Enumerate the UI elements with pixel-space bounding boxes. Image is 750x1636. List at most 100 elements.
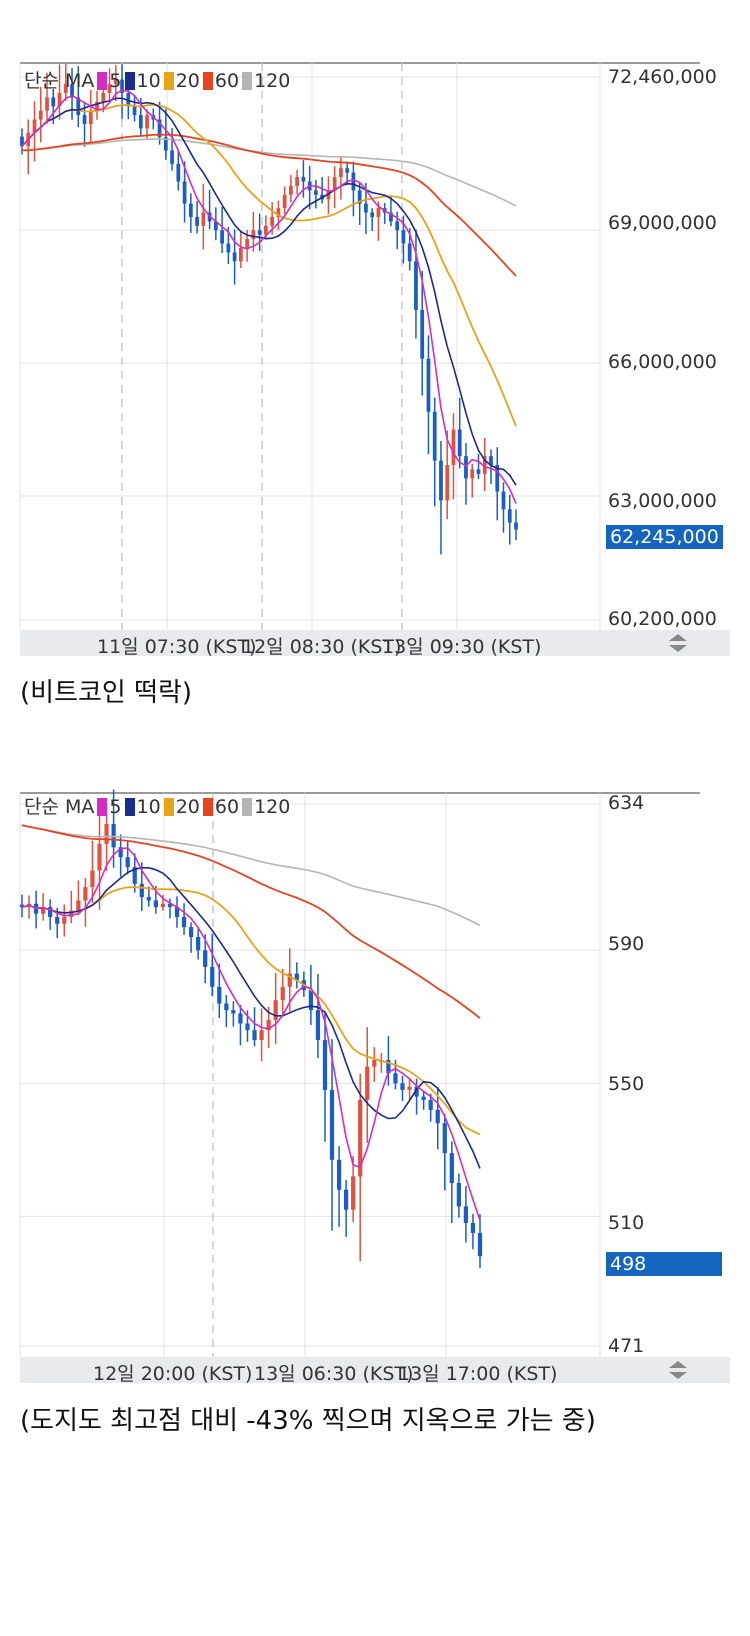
y-tick-label: 60,200,000 [608,608,717,630]
candle-body [514,522,518,530]
ma60-line [21,824,481,1019]
candle-body [132,867,137,884]
candle-body [457,429,462,457]
candle-body [364,203,368,213]
candle-body [19,904,25,908]
candle-body [289,185,293,195]
candle-body [426,358,431,412]
candle-body [295,177,300,186]
candle-body [132,106,137,116]
candle-body [174,907,180,918]
candle-body [370,212,375,217]
up-down-arrows-icon[interactable] [666,631,690,655]
x-axis-bar[interactable]: 11일 07:30 (KST) 12일 08:30 (KST) 13일 09:3… [20,630,730,658]
candle-body [376,208,381,217]
candle-body [213,221,218,231]
candle-body [167,903,173,908]
candle-body [252,1030,257,1041]
ma5-line [21,847,481,1221]
bitcoin-candlestick-chart[interactable] [0,0,750,680]
candle-body [282,194,287,209]
candle-body [38,110,43,120]
candle-body [463,1206,469,1223]
caption: (비트코인 떡락) [20,678,193,708]
candle-body [201,212,206,226]
ma5-swatch [97,72,108,90]
candle-body [322,1040,328,1090]
candle-body [345,168,350,173]
candle-body [336,1159,342,1190]
ma20-line [21,103,517,427]
candle-body [32,119,37,133]
legend-period-5: 5 [109,70,122,92]
candle-body [470,1222,476,1233]
candle-body [280,986,285,1001]
y-tick-label: 550 [608,1073,645,1095]
candle-body [125,857,130,868]
x-tick-label: 11일 07:30 (KST) [97,636,257,658]
candle-body [470,469,475,479]
ma120-swatch [242,72,253,90]
candle-body [231,1010,236,1014]
candle-body [88,110,93,124]
x-tick-label: 12일 08:30 (KST) [242,636,402,658]
candle-body [224,1003,229,1011]
ma5-line [21,89,517,504]
candle-body [395,221,400,231]
candle-body [407,1086,412,1090]
candle-body [220,230,224,244]
candle-body [69,910,74,918]
candle-body [495,464,500,492]
legend-period-10: 10 [136,70,161,92]
candle-body [238,1013,243,1024]
candle-body [386,1060,391,1074]
candle-body [257,230,262,235]
candle-body [83,887,88,901]
x-tick-label: 13일 17:00 (KST) [398,1363,558,1385]
candle-body [217,986,222,1004]
candle-body [393,1073,398,1084]
candle-body [464,456,468,479]
candle-body [51,97,56,107]
candle-body [176,163,181,182]
candle-body [157,119,162,138]
candle-body [439,460,443,501]
candle-body [41,907,46,914]
ma60-swatch [202,798,213,816]
dogecoin-candlestick-chart[interactable] [0,760,750,1460]
candle-body [389,212,393,222]
candle-body [160,903,166,908]
x-tick-label: 13일 09:30 (KST) [382,636,542,658]
y-tick-label: 72,460,000 [608,66,717,88]
candle-body [482,456,487,474]
candle-body [445,464,450,501]
up-down-arrows-icon[interactable] [666,1358,690,1382]
candle-body [170,150,174,164]
ma-legend: 단순 MA 5 10 20 60 120 [24,792,290,819]
dogecoin-chart-panel: 단순 MA 5 10 20 60 120 634 590 550 510 471 498 … [0,760,750,1460]
y-tick-label: 66,000,000 [608,351,717,373]
candle-body [145,115,149,129]
candle-body [120,79,124,93]
candle-body [501,491,506,510]
candle-body [101,92,106,102]
x-axis-bar[interactable]: 12일 20:00 (KST) 13일 06:30 (KST) 13일 17:0… [20,1357,730,1385]
y-tick-label: 510 [608,1212,645,1234]
candle-body [489,456,493,465]
candle-body [82,115,87,124]
candle-body [45,97,49,111]
candle-body [435,1109,440,1124]
candle-body [62,917,67,924]
candle-body [456,1183,461,1207]
ma-legend: 단순 MA 5 10 20 60 120 [24,66,290,93]
candle-body [273,1000,278,1021]
y-tick-label: 63,000,000 [608,490,717,512]
candle-body [111,823,116,848]
legend-period-120: 120 [254,70,291,92]
last-price-badge: 498 [606,1252,723,1276]
candle-body [308,990,314,1011]
candle-body [276,208,281,217]
caption: (도지도 최고점 대비 -43% 찍으며 지옥으로 가는 중) [20,1406,596,1436]
candle-body [153,900,158,908]
candle-body [181,917,187,928]
